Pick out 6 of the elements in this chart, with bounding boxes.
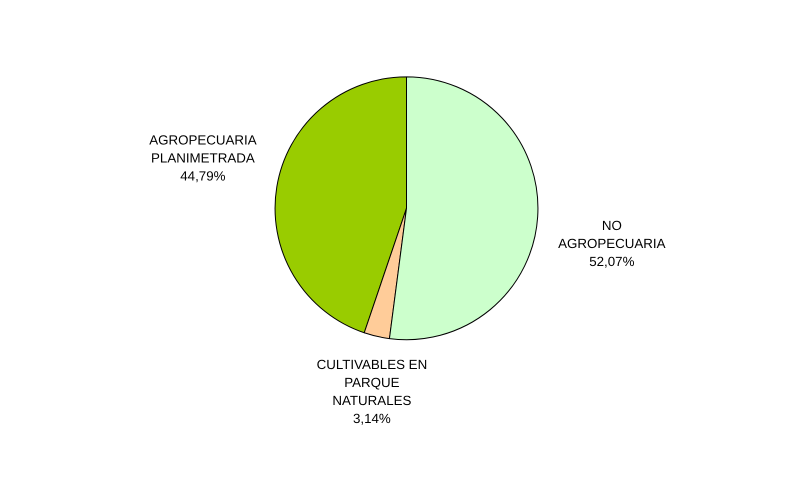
data-label: 44,79% [180, 168, 226, 184]
slice-label: NO AGROPECUARIA [558, 218, 666, 252]
data-label: 52,07% [589, 254, 635, 270]
slice-label: CULTIVABLES EN PARQUE NATURALES [316, 356, 428, 408]
data-label: 3,14% [352, 410, 391, 426]
slice-label: AGROPECUARIA PLANIMETRADA [149, 132, 257, 166]
